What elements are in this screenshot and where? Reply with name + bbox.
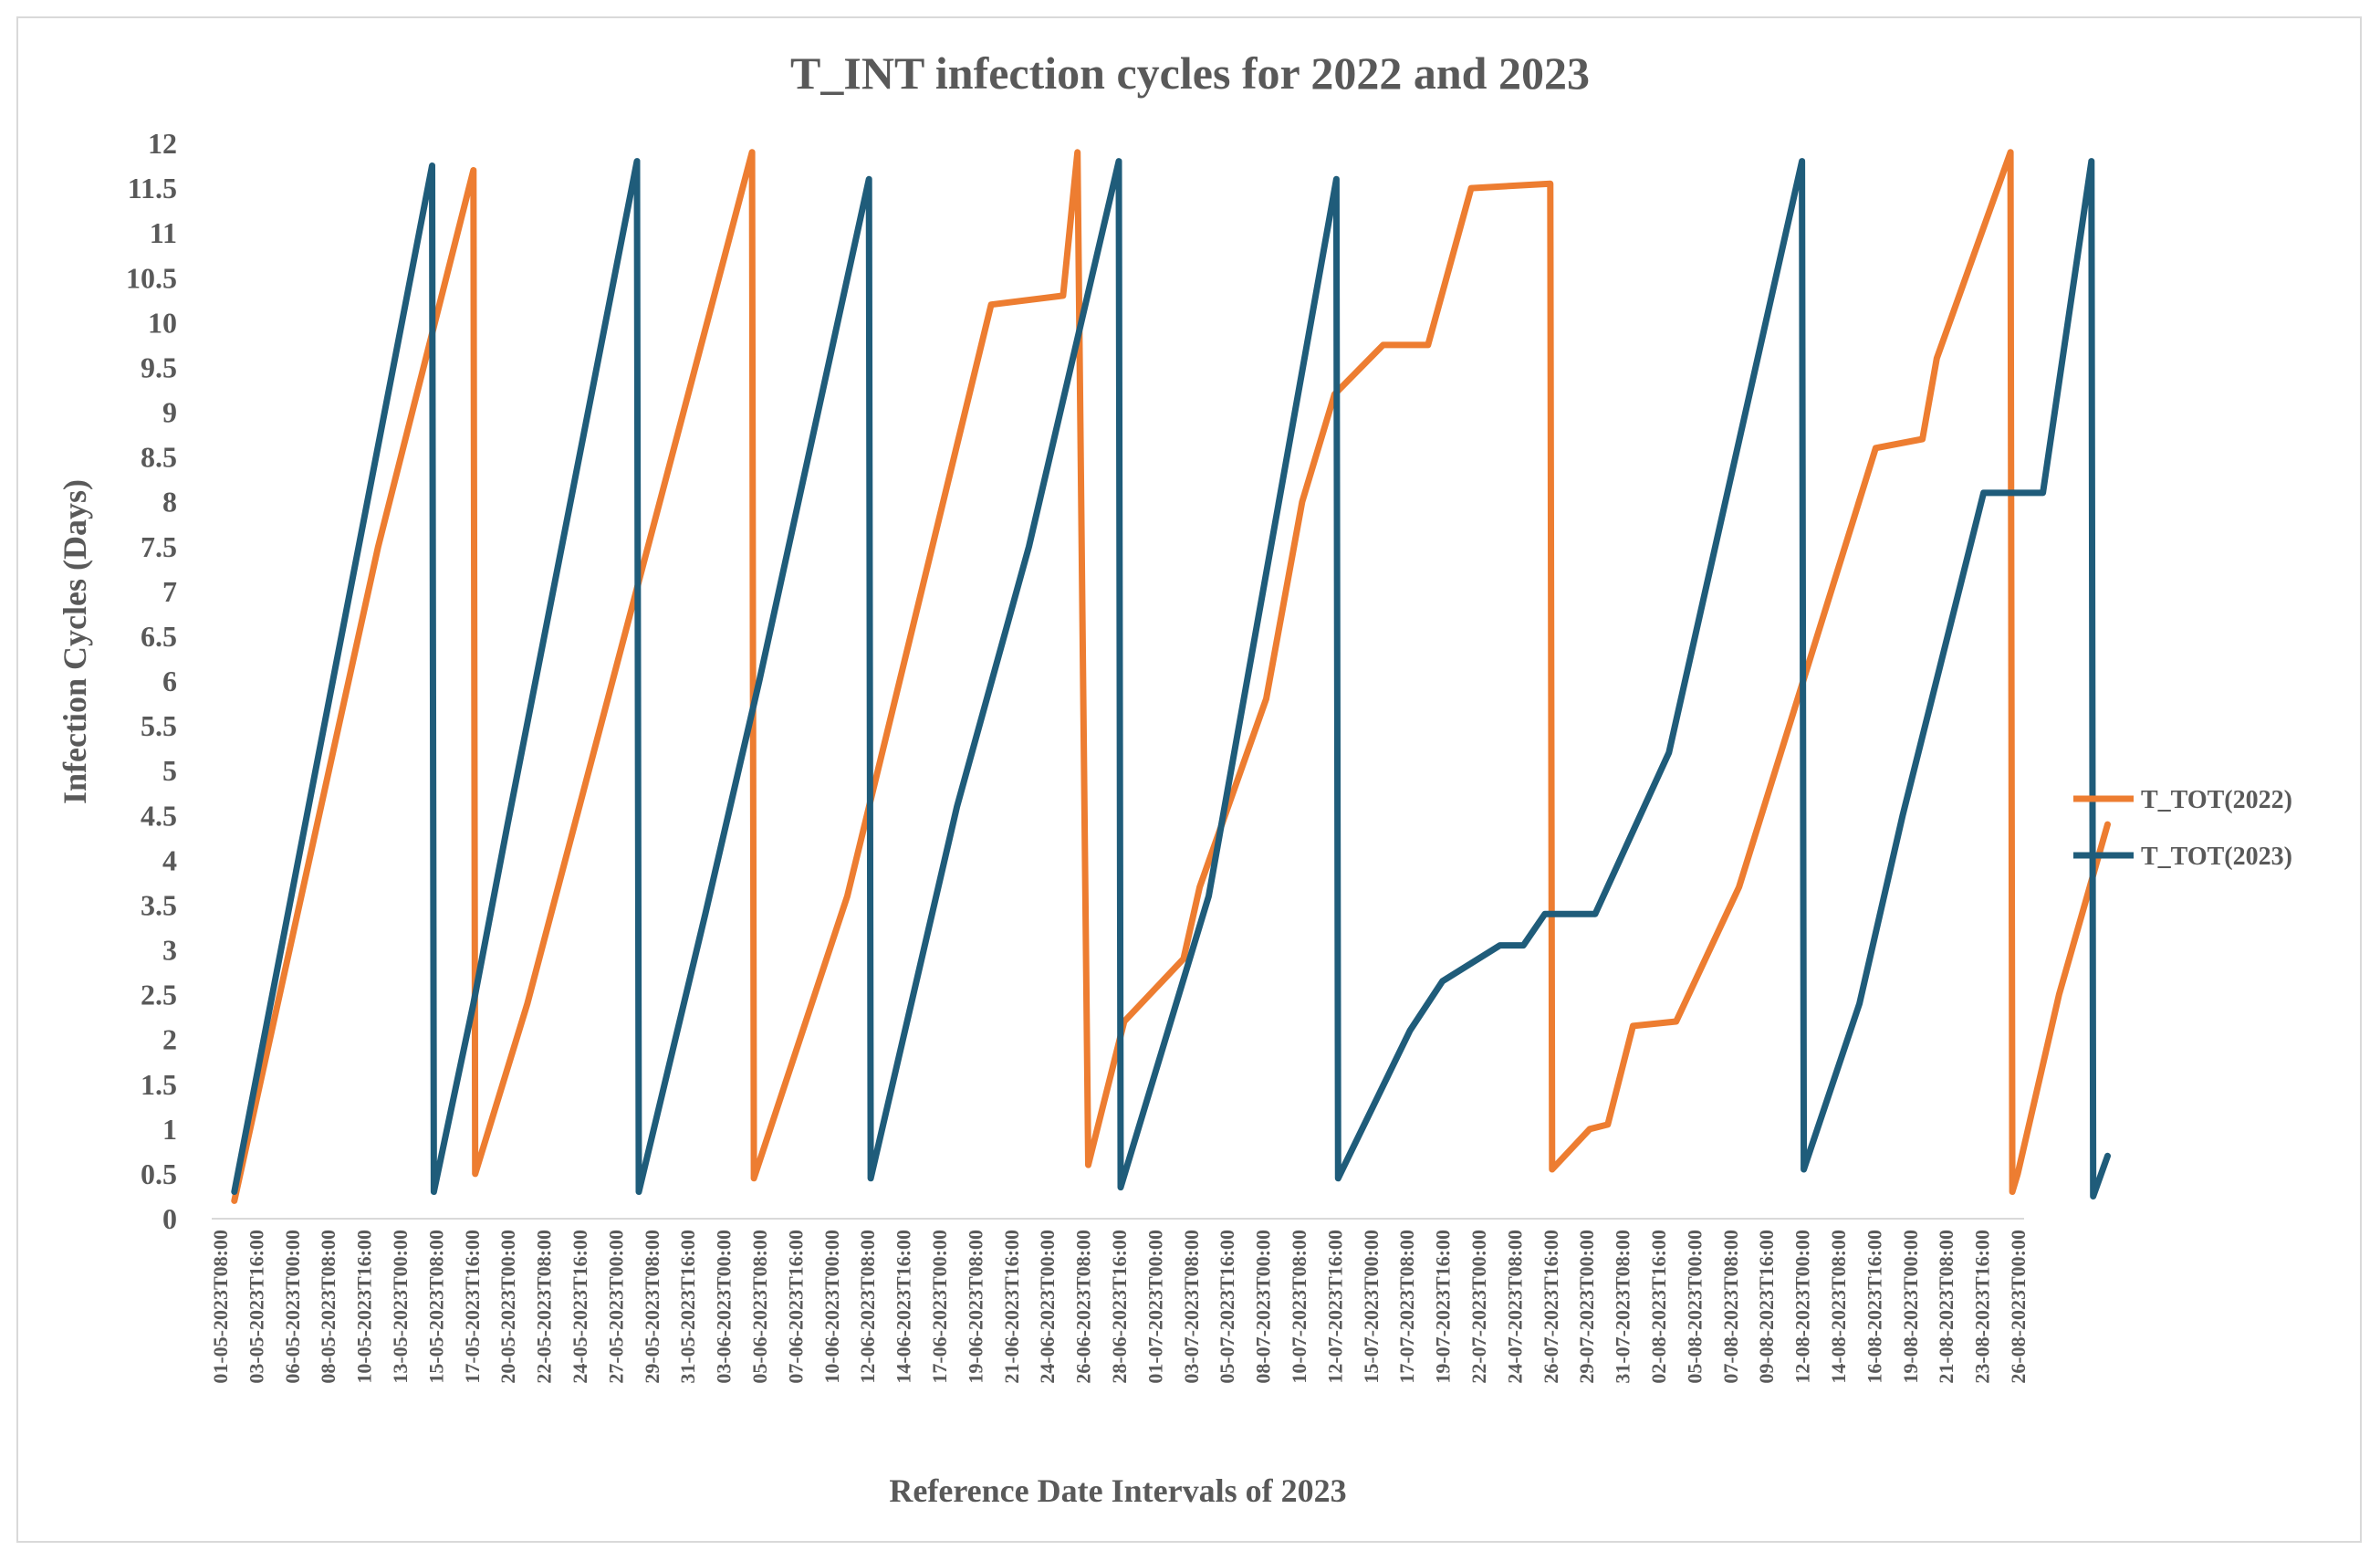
series-lines [231, 149, 2111, 1204]
x-tick-label: 27-05-2023T00:00 [604, 1230, 627, 1384]
x-tick-label: 07-08-2023T08:00 [1719, 1230, 1742, 1384]
y-tick-label: 5.5 [141, 709, 177, 742]
y-tick-label: 9.5 [141, 351, 177, 383]
x-tick-label: 03-05-2023T16:00 [245, 1230, 267, 1384]
x-tick-label: 05-07-2023T16:00 [1216, 1230, 1238, 1384]
y-tick-label: 8.5 [141, 441, 177, 474]
y-tick-label: 2 [162, 1023, 177, 1056]
x-tick-label: 31-07-2023T08:00 [1612, 1230, 1634, 1384]
x-axis-ticks: 01-05-2023T08:00 03-05-2023T16:00 06-05-20… [209, 1230, 2030, 1384]
y-tick-label: 5 [162, 754, 177, 787]
y-tick-label: 6 [162, 665, 177, 697]
x-tick-label: 14-08-2023T08:00 [1827, 1230, 1850, 1384]
x-tick-label: 06-05-2023T00:00 [281, 1230, 304, 1384]
x-tick-label: 05-06-2023T08:00 [748, 1230, 771, 1384]
x-tick-label: 08-05-2023T08:00 [317, 1230, 339, 1384]
x-tick-label: 23-08-2023T16:00 [1971, 1230, 1994, 1384]
y-tick-label: 10.5 [126, 261, 177, 294]
legend-label-2023: T_TOT(2023) [2141, 843, 2292, 871]
x-tick-label: 15-07-2023T00:00 [1360, 1230, 1383, 1384]
x-tick-label: 22-07-2023T00:00 [1467, 1230, 1490, 1384]
y-tick-label: 9 [162, 396, 177, 429]
x-tick-label: 07-06-2023T16:00 [784, 1230, 807, 1384]
x-tick-label: 13-05-2023T00:00 [389, 1230, 412, 1384]
y-tick-label: 0.5 [141, 1158, 177, 1190]
x-tick-label: 24-06-2023T00:00 [1036, 1230, 1059, 1384]
x-tick-label: 05-08-2023T00:00 [1683, 1230, 1706, 1384]
x-tick-label: 03-06-2023T00:00 [713, 1230, 736, 1384]
y-tick-label: 8 [162, 486, 177, 519]
x-tick-label: 28-06-2023T16:00 [1108, 1230, 1131, 1384]
series-line-2023 [231, 158, 2111, 1200]
y-tick-label: 6.5 [141, 620, 177, 653]
x-tick-label: 19-07-2023T16:00 [1432, 1230, 1455, 1384]
x-tick-label: 24-05-2023T16:00 [569, 1230, 591, 1384]
y-tick-label: 3.5 [141, 888, 177, 921]
x-tick-label: 26-07-2023T16:00 [1540, 1230, 1562, 1384]
x-tick-label: 21-08-2023T08:00 [1935, 1230, 1957, 1384]
y-axis-title: Infection Cycles (Days) [57, 479, 93, 804]
y-tick-label: 2.5 [141, 979, 177, 1011]
chart-title: T_INT infection cycles for 2022 and 2023 [790, 47, 1590, 99]
x-tick-label: 14-06-2023T16:00 [892, 1230, 915, 1384]
y-tick-label: 12 [148, 127, 177, 160]
x-axis-title: Reference Date Intervals of 2023 [889, 1472, 1346, 1509]
x-tick-label: 12-08-2023T00:00 [1791, 1230, 1814, 1384]
x-tick-label: 24-07-2023T08:00 [1503, 1230, 1526, 1384]
y-tick-label: 4 [162, 843, 177, 876]
x-tick-label: 12-07-2023T16:00 [1323, 1230, 1346, 1384]
y-tick-label: 7 [162, 575, 177, 608]
x-tick-label: 17-06-2023T00:00 [928, 1230, 951, 1384]
y-tick-label: 3 [162, 934, 177, 967]
x-tick-label: 10-07-2023T08:00 [1288, 1230, 1310, 1384]
x-tick-label: 12-06-2023T08:00 [856, 1230, 879, 1384]
x-tick-label: 21-06-2023T16:00 [1000, 1230, 1023, 1384]
x-tick-label: 22-05-2023T08:00 [533, 1230, 556, 1384]
x-tick-label: 20-05-2023T00:00 [496, 1230, 519, 1384]
y-tick-label: 11.5 [128, 172, 177, 204]
y-tick-label: 7.5 [141, 530, 177, 563]
y-tick-label: 0 [162, 1202, 177, 1235]
x-tick-label: 10-05-2023T16:00 [353, 1230, 376, 1384]
x-tick-label: 19-06-2023T08:00 [964, 1230, 986, 1384]
x-tick-label: 01-05-2023T08:00 [209, 1230, 232, 1384]
y-tick-label: 1.5 [141, 1068, 177, 1101]
x-tick-label: 08-07-2023T00:00 [1252, 1230, 1275, 1384]
y-tick-label: 1 [162, 1113, 177, 1146]
x-tick-label: 02-08-2023T16:00 [1647, 1230, 1670, 1384]
x-tick-label: 17-05-2023T16:00 [461, 1230, 484, 1384]
x-tick-label: 09-08-2023T16:00 [1755, 1230, 1778, 1384]
x-tick-label: 26-06-2023T08:00 [1072, 1230, 1095, 1384]
legend-label-2022: T_TOT(2022) [2141, 786, 2292, 814]
x-tick-label: 29-07-2023T00:00 [1575, 1230, 1598, 1384]
x-tick-label: 26-08-2023T00:00 [2007, 1230, 2030, 1384]
y-tick-label: 4.5 [141, 799, 177, 832]
x-tick-label: 16-08-2023T16:00 [1863, 1230, 1885, 1384]
x-tick-label: 10-06-2023T00:00 [820, 1230, 843, 1384]
y-axis-ticks: 00.511.522.533.544.555.566.577.588.599.5… [126, 127, 177, 1235]
series-line-2022 [231, 149, 2111, 1204]
y-tick-label: 11 [150, 216, 177, 249]
x-tick-label: 15-05-2023T08:00 [424, 1230, 447, 1384]
legend: T_TOT(2022) T_TOT(2023) [2073, 786, 2292, 871]
x-tick-label: 01-07-2023T00:00 [1143, 1230, 1166, 1384]
x-tick-label: 03-07-2023T08:00 [1180, 1230, 1203, 1384]
x-tick-label: 19-08-2023T00:00 [1899, 1230, 1922, 1384]
x-tick-label: 29-05-2023T08:00 [641, 1230, 663, 1384]
y-tick-label: 10 [148, 306, 177, 339]
x-tick-label: 31-05-2023T16:00 [676, 1230, 699, 1384]
x-tick-label: 17-07-2023T08:00 [1395, 1230, 1418, 1384]
